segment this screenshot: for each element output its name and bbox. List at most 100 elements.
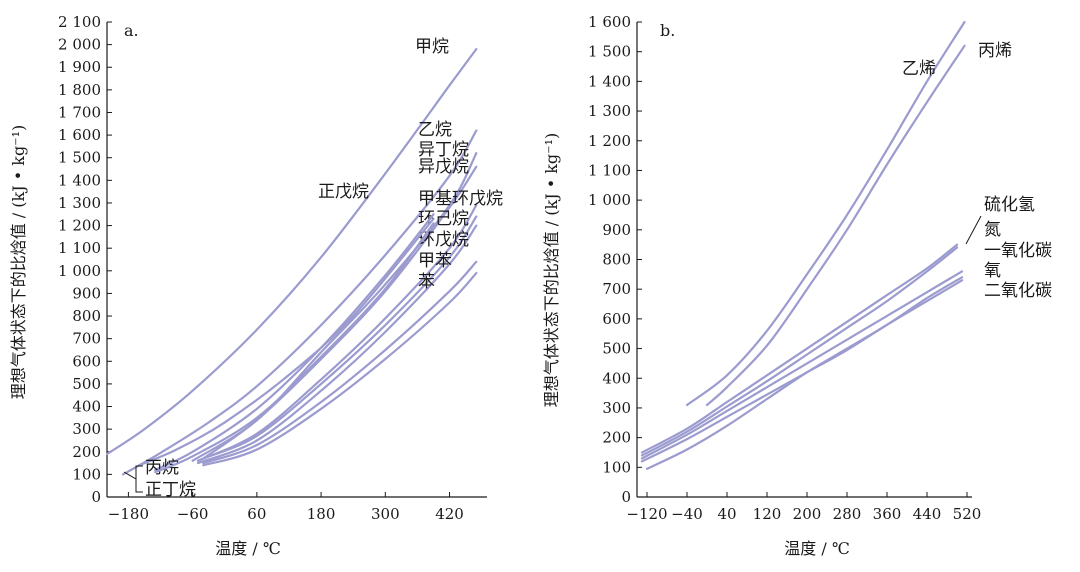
y-tick-label: 2 100: [58, 13, 101, 31]
y-tick-label: 1 600: [58, 126, 101, 144]
x-tick-label: −120: [626, 505, 667, 523]
y-tick-label: 400: [602, 369, 631, 387]
series-line-6: [645, 276, 964, 470]
series-line-0: [685, 20, 966, 407]
series-label: 丙烯: [978, 41, 1012, 61]
series-line-5: [202, 215, 478, 460]
y-tick-label: 1 500: [588, 43, 631, 61]
series-line-7: [202, 260, 478, 465]
y-tick-label: 500: [72, 375, 101, 393]
series-label: 硫化氢: [984, 195, 1035, 215]
series-line-3: [640, 246, 959, 457]
y-tick-label: 900: [72, 284, 101, 302]
series-line-0: [105, 48, 478, 456]
y-tick-label: 1 400: [588, 72, 631, 90]
series-line-1: [122, 129, 478, 476]
y-tick-label: 700: [72, 330, 101, 348]
y-tick-label: 900: [602, 221, 631, 239]
label-leader-line: [123, 471, 137, 480]
y-tick-label: 1 300: [58, 194, 101, 212]
series-label: 甲基环戊烷: [418, 189, 503, 209]
series-line-1: [705, 44, 966, 407]
series-label: 正丁烷: [145, 480, 196, 500]
x-tick-label: 420: [435, 505, 464, 523]
x-tick-label: −180: [108, 505, 149, 523]
y-tick-label: 1 800: [58, 81, 101, 99]
x-axis-label: 温度 / ℃: [784, 539, 849, 558]
series-line-2: [640, 243, 959, 454]
series-label: 正戊烷: [318, 182, 369, 202]
y-tick-label: 1 000: [588, 191, 631, 209]
y-tick-label: 100: [602, 458, 631, 476]
x-axis-label: 温度 / ℃: [215, 539, 280, 558]
series-label: 二氧化碳: [984, 281, 1052, 301]
y-tick-label: 400: [72, 398, 101, 416]
y-tick-label: 1 700: [58, 103, 101, 121]
y-tick-label: 300: [602, 399, 631, 417]
x-tick-label: 520: [953, 505, 982, 523]
x-tick-label: 360: [873, 505, 902, 523]
y-tick-label: 700: [602, 280, 631, 298]
series-label: 氧: [984, 261, 1001, 281]
series-label: 环己烷: [418, 209, 469, 229]
x-tick-label: 300: [371, 505, 400, 523]
y-tick-label: 800: [602, 251, 631, 269]
series-label: 异戊烷: [418, 157, 469, 177]
y-tick-label: 2 000: [58, 36, 101, 54]
series-label: 甲苯: [418, 251, 452, 271]
y-tick-label: 1 200: [58, 217, 101, 235]
x-tick-label: 440: [913, 505, 942, 523]
y-tick-label: 100: [72, 465, 101, 483]
y-axis-label: 理想气体状态下的比焓值 / (kJ • kg⁻¹): [542, 133, 561, 408]
y-axis-label: 理想气体状态下的比焓值 / (kJ • kg⁻¹): [9, 125, 28, 400]
y-tick-label: 0: [91, 488, 101, 506]
y-tick-label: 1 100: [58, 239, 101, 257]
y-tick-label: 200: [602, 429, 631, 447]
x-tick-label: 120: [753, 505, 782, 523]
y-tick-label: 0: [621, 488, 631, 506]
series-line-3: [202, 165, 478, 460]
chart-panel-a: 0 100 200 300 400 500 600 700 800 900 1 000 1 100 1 …: [9, 13, 503, 558]
series-label: 异丁烷: [418, 140, 469, 160]
y-tick-label: 1 400: [58, 171, 101, 189]
panel-tag: b.: [660, 21, 675, 40]
label-leader-line: [965, 215, 982, 245]
series-label: 甲烷: [415, 37, 449, 57]
chart-panel-b: 0 100 200 300 400 500 600 700 800 900 1 000 1 100 1 …: [542, 13, 1052, 558]
series-line-6: [196, 224, 478, 465]
series-label: 苯: [418, 272, 435, 292]
y-tick-label: 1 200: [588, 132, 631, 150]
y-tick-label: 1 500: [58, 149, 101, 167]
y-tick-label: 1 600: [588, 13, 631, 31]
y-tick-label: 500: [602, 340, 631, 358]
series-line-11: [154, 222, 435, 474]
series-label: 丙烷: [145, 458, 179, 478]
y-tick-label: 800: [72, 307, 101, 325]
y-tick-label: 1 300: [588, 102, 631, 120]
x-tick-label: −60: [177, 505, 209, 523]
x-tick-label: −40: [671, 505, 703, 523]
panel-tag: a.: [124, 21, 139, 40]
y-tick-label: 200: [72, 443, 101, 461]
x-tick-label: 200: [793, 505, 822, 523]
series-line-4: [640, 270, 964, 460]
series-label: 一氧化碳: [984, 241, 1052, 261]
x-tick-label: 40: [717, 505, 736, 523]
x-tick-label: 280: [833, 505, 862, 523]
x-tick-label: 180: [307, 505, 336, 523]
y-tick-label: 600: [602, 310, 631, 328]
y-tick-label: 1 000: [58, 262, 101, 280]
y-tick-label: 1 900: [58, 58, 101, 76]
y-tick-label: 600: [72, 352, 101, 370]
series-line-10: [138, 217, 435, 467]
series-line-4: [196, 204, 478, 462]
series-line-9: [154, 213, 435, 471]
series-label: 乙烯: [902, 59, 936, 79]
label-bracket: [135, 465, 143, 493]
series-label: 乙烷: [418, 120, 452, 140]
series-line-8: [202, 272, 478, 467]
y-tick-label: 1 100: [588, 161, 631, 179]
series-label: 氮: [984, 220, 1001, 240]
x-tick-label: 60: [247, 505, 266, 523]
